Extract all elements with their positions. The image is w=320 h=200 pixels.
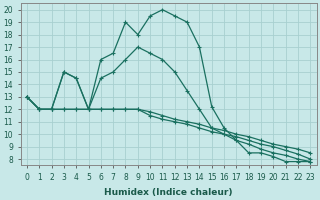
- X-axis label: Humidex (Indice chaleur): Humidex (Indice chaleur): [104, 188, 233, 197]
